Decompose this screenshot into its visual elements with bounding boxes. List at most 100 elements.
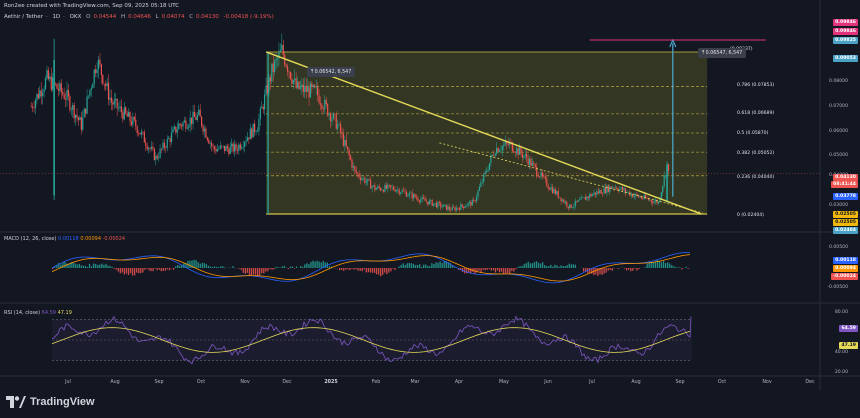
candle (584, 196, 587, 200)
x-tick: Sep (154, 380, 164, 385)
candle (382, 190, 385, 192)
macd-legend[interactable]: MACD (12, 26, close) 0.00118 0.00094 -0.… (4, 236, 126, 242)
measure-right[interactable]: ⤒ 0.06547, 6,547 (698, 48, 747, 58)
macd-bar (162, 268, 164, 271)
candle (225, 146, 227, 152)
candle (291, 78, 293, 84)
candle (301, 84, 303, 87)
macd-bar (289, 266, 292, 268)
candle (471, 199, 473, 206)
candle (245, 140, 247, 143)
candle (544, 176, 546, 179)
candle (437, 202, 439, 208)
x-tick-year: 2025 (324, 380, 338, 385)
macd-bar (406, 263, 408, 268)
candle (367, 179, 369, 182)
close-label: C (189, 14, 194, 20)
candle (112, 102, 114, 105)
macd-tick: 0.00500 (829, 245, 848, 250)
rsi-legend[interactable]: RSI (14, close) 64.59 47.19 (4, 310, 72, 316)
candle (252, 123, 254, 138)
candle (228, 148, 230, 154)
candle (92, 84, 94, 89)
macd-bar (105, 263, 107, 268)
candle (69, 96, 71, 111)
macd-bar (341, 268, 343, 270)
candle (652, 201, 654, 204)
candle (494, 153, 496, 156)
candle (339, 123, 342, 133)
candle (186, 127, 188, 129)
interval[interactable]: 1D (52, 14, 61, 20)
candle (189, 117, 191, 127)
candle (208, 139, 210, 144)
macd-bar (490, 268, 492, 271)
candle (325, 99, 327, 105)
macd-bar (259, 268, 261, 276)
candle (639, 196, 641, 198)
macd-bar (154, 268, 156, 269)
macd-bar (273, 268, 275, 270)
candle (106, 82, 108, 87)
macd-bar (138, 268, 140, 274)
candle (86, 96, 88, 114)
candle (642, 198, 644, 199)
macd-bar (304, 264, 306, 268)
candle (150, 146, 153, 149)
candle (195, 116, 197, 120)
open-label: O (86, 14, 91, 20)
candle (650, 199, 652, 202)
candle (268, 77, 270, 94)
candle (116, 98, 118, 109)
fib-0236: 0.236 (0.04040) (737, 175, 775, 180)
x-tick: Oct (196, 380, 206, 385)
candle (328, 113, 330, 116)
macd-bar (599, 268, 601, 275)
candle (192, 111, 194, 124)
symbol-line: Aethir / Tether · 1D · OKX O 0.04544 H 0.046… (4, 14, 274, 20)
candle (213, 146, 216, 150)
macd-bar (425, 264, 427, 268)
candle (421, 197, 423, 200)
candle (401, 190, 403, 193)
macd-bar (142, 268, 144, 273)
macd-bar (509, 268, 511, 274)
macd-bar (302, 266, 304, 268)
macd-bar (84, 265, 87, 268)
candle (235, 144, 237, 150)
macd-bar (125, 268, 128, 274)
exchange: OKX (69, 14, 82, 20)
macd-bar (550, 264, 552, 268)
candle (591, 194, 594, 197)
candle (85, 108, 87, 114)
candle (93, 69, 95, 85)
candle (427, 201, 429, 205)
candle (368, 179, 370, 181)
tradingview-logo[interactable]: TradingView (6, 396, 95, 408)
candle (656, 200, 658, 204)
candle (256, 130, 259, 132)
macd-bar (503, 268, 505, 274)
macd-bar (482, 268, 484, 270)
macd-bar (687, 268, 689, 269)
candle (616, 187, 618, 190)
candle (604, 187, 607, 193)
macd-bar (193, 259, 195, 268)
candle (431, 199, 433, 206)
candle (129, 112, 131, 122)
macd-bar (382, 268, 384, 275)
symbol-name[interactable]: Aethir / Tether (4, 14, 43, 20)
candle (67, 89, 70, 97)
macd-bar (507, 268, 509, 274)
candle (302, 84, 304, 92)
candle (546, 178, 548, 187)
measure-left[interactable]: ⤒ 0.06542, 6,547 (307, 67, 356, 77)
candle (478, 186, 481, 191)
candle (211, 143, 213, 146)
x-tick: Mar (410, 380, 420, 385)
candle (70, 109, 72, 111)
candle (400, 192, 402, 194)
macd-signal-label: 0.00094 (833, 265, 858, 272)
candle (440, 203, 442, 208)
